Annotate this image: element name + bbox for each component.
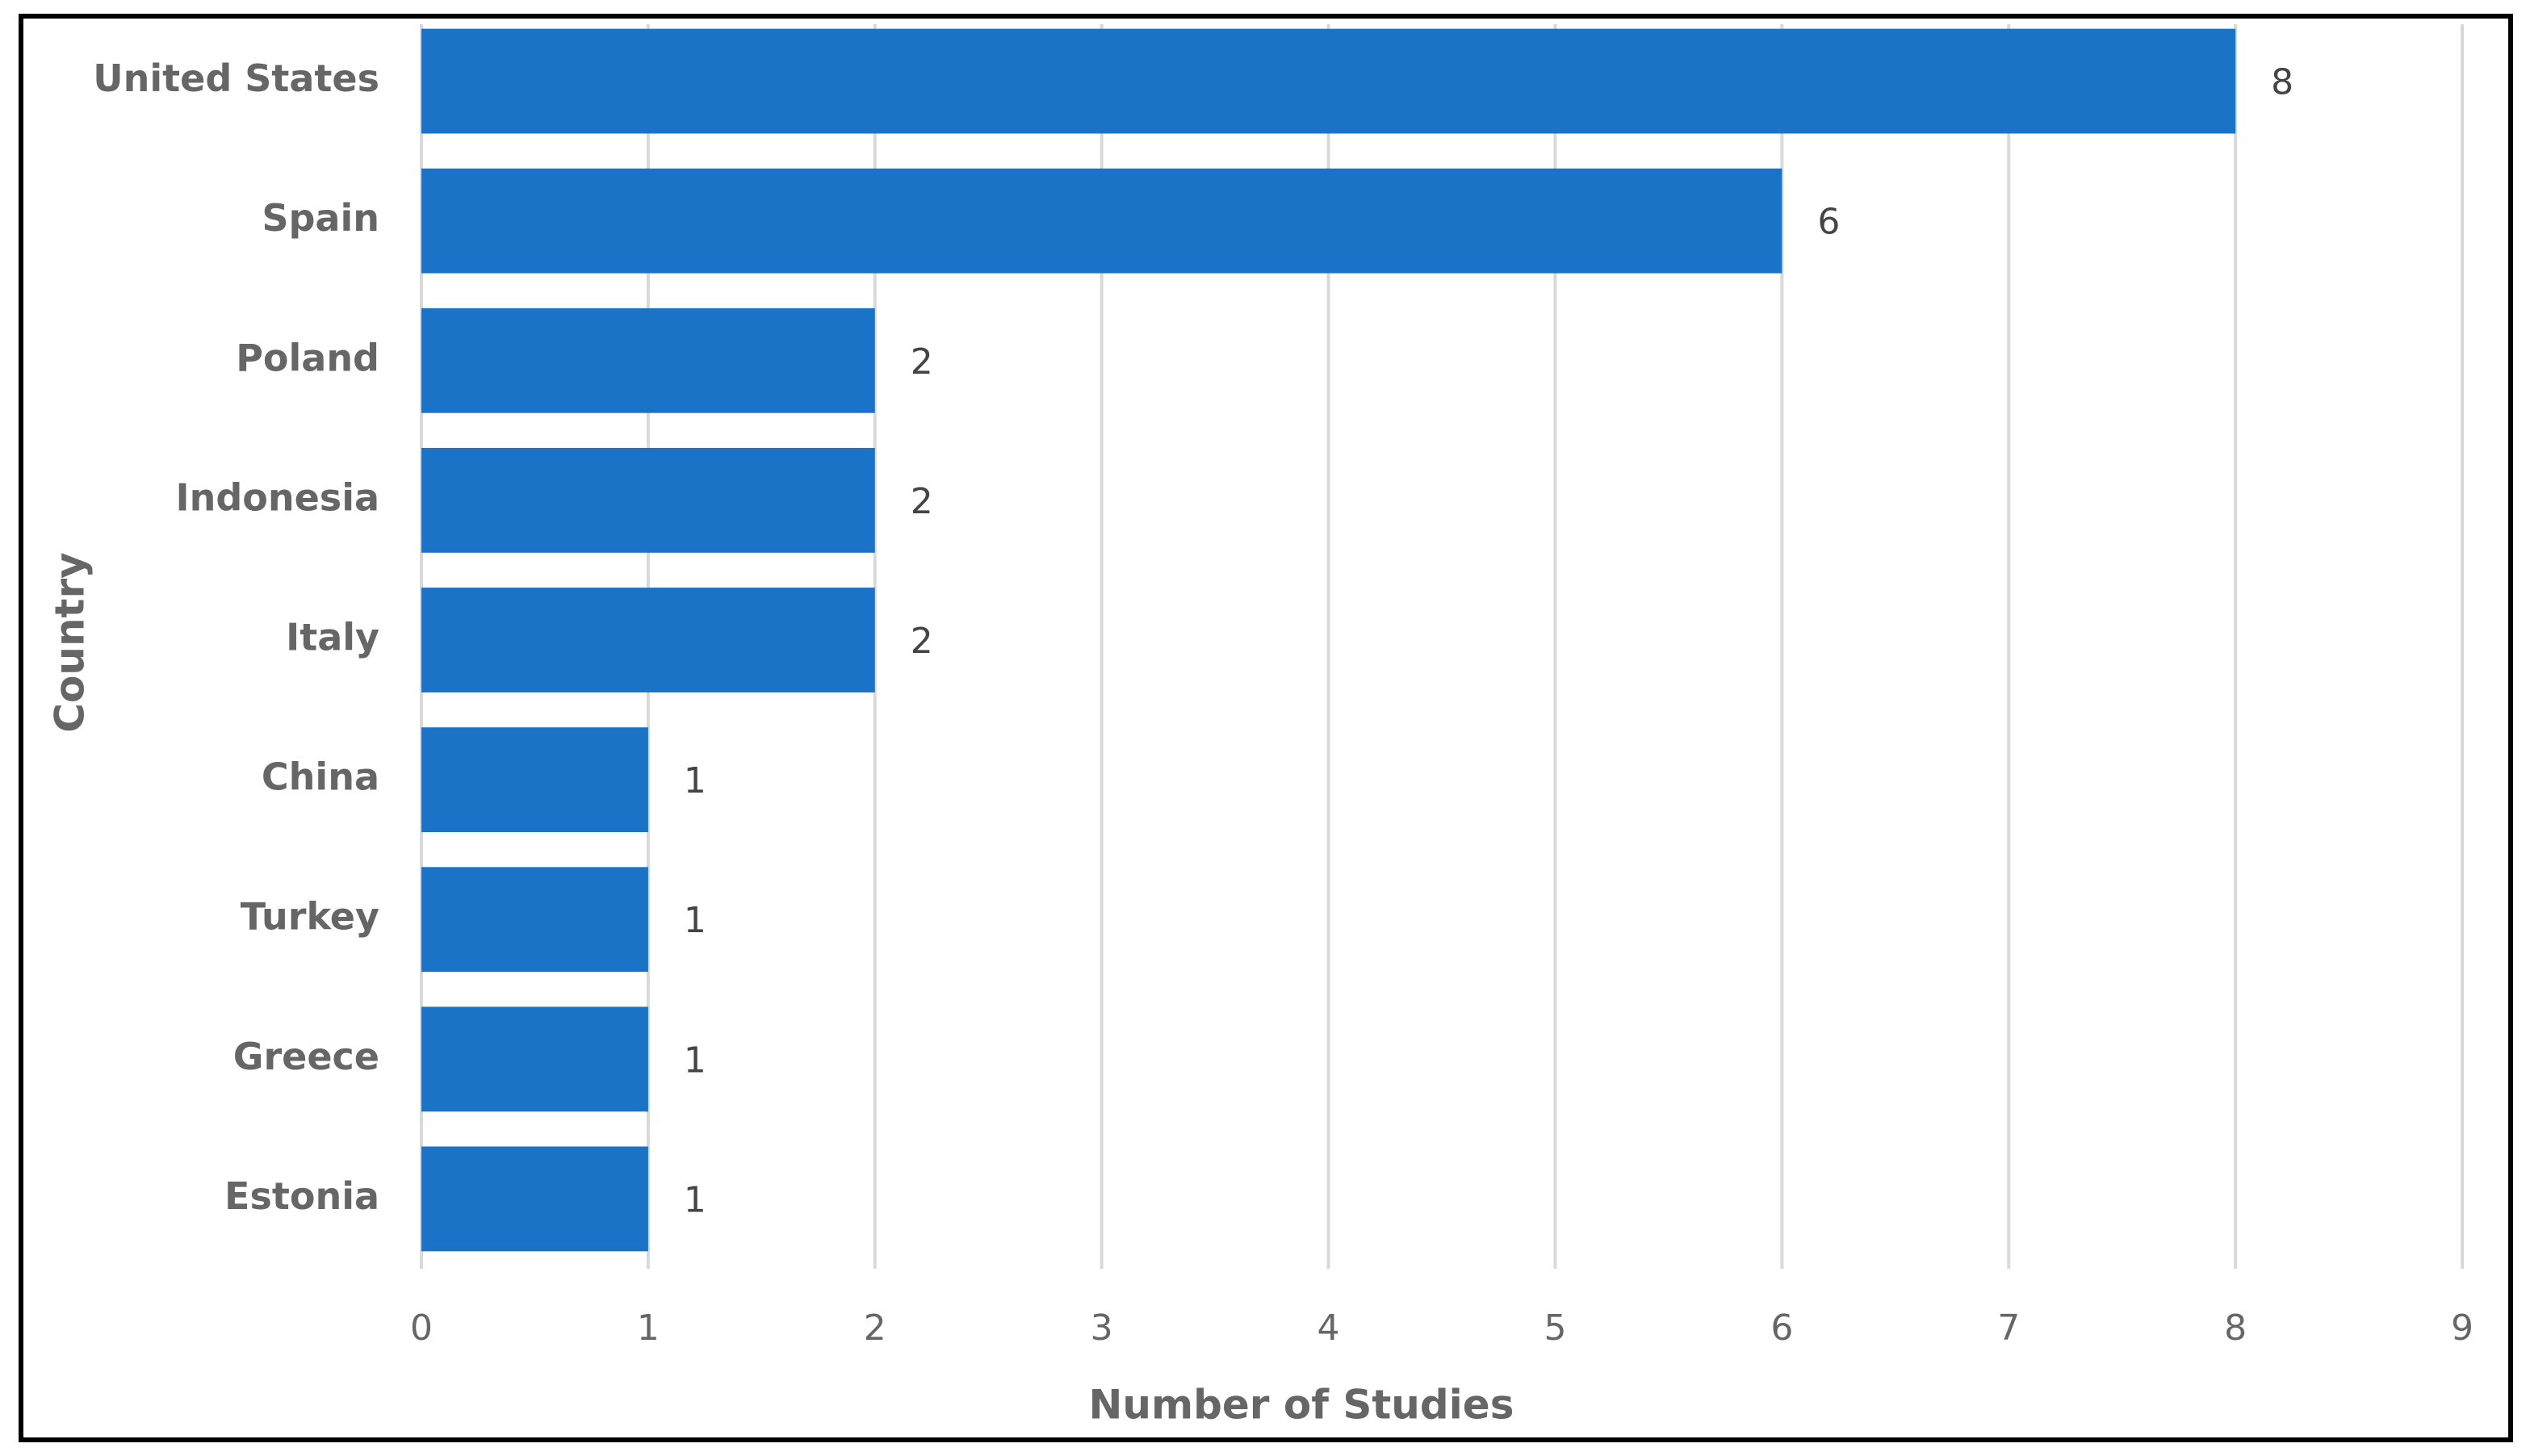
bar xyxy=(421,168,1782,274)
y-tick-label: China xyxy=(262,755,379,799)
value-label: 1 xyxy=(684,1179,706,1220)
frame xyxy=(19,14,2513,1442)
y-tick-label: United States xyxy=(93,56,379,100)
bar xyxy=(421,588,875,692)
value-label: 2 xyxy=(911,621,933,662)
x-tick-label: 1 xyxy=(637,1307,660,1349)
y-axis-title: Country xyxy=(47,552,94,732)
y-tick-label: Indonesia xyxy=(175,475,379,519)
bar xyxy=(421,447,875,553)
value-label: 1 xyxy=(684,900,706,941)
value-label: 2 xyxy=(911,481,933,522)
y-tick-label: Estonia xyxy=(224,1174,379,1218)
x-tick-label: 8 xyxy=(2224,1307,2247,1349)
value-label: 6 xyxy=(1817,202,1840,243)
value-label: 2 xyxy=(911,341,933,383)
x-tick-label: 0 xyxy=(410,1307,433,1349)
y-tick-label: Turkey xyxy=(241,895,379,939)
bar xyxy=(421,28,2236,134)
x-tick-label: 6 xyxy=(1770,1307,1793,1349)
x-tick-label: 3 xyxy=(1091,1307,1113,1349)
x-tick-label: 9 xyxy=(2451,1307,2474,1349)
x-tick-label: 2 xyxy=(864,1307,886,1349)
y-tick-label: Italy xyxy=(286,616,379,659)
bar xyxy=(421,1146,648,1252)
y-tick-label: Greece xyxy=(233,1035,379,1078)
value-label: 1 xyxy=(684,1040,706,1081)
value-label: 1 xyxy=(684,760,706,801)
x-tick-label: 4 xyxy=(1317,1307,1340,1349)
x-axis-title: Number of Studies xyxy=(1089,1382,1514,1429)
bar xyxy=(421,867,648,973)
bar xyxy=(421,727,648,833)
bar xyxy=(421,1006,648,1112)
y-tick-label: Poland xyxy=(236,336,379,379)
bar xyxy=(421,308,875,413)
y-tick-label: Spain xyxy=(262,196,379,240)
x-tick-label: 7 xyxy=(1997,1307,2020,1349)
x-tick-label: 5 xyxy=(1544,1307,1566,1349)
value-label: 8 xyxy=(2271,62,2294,103)
